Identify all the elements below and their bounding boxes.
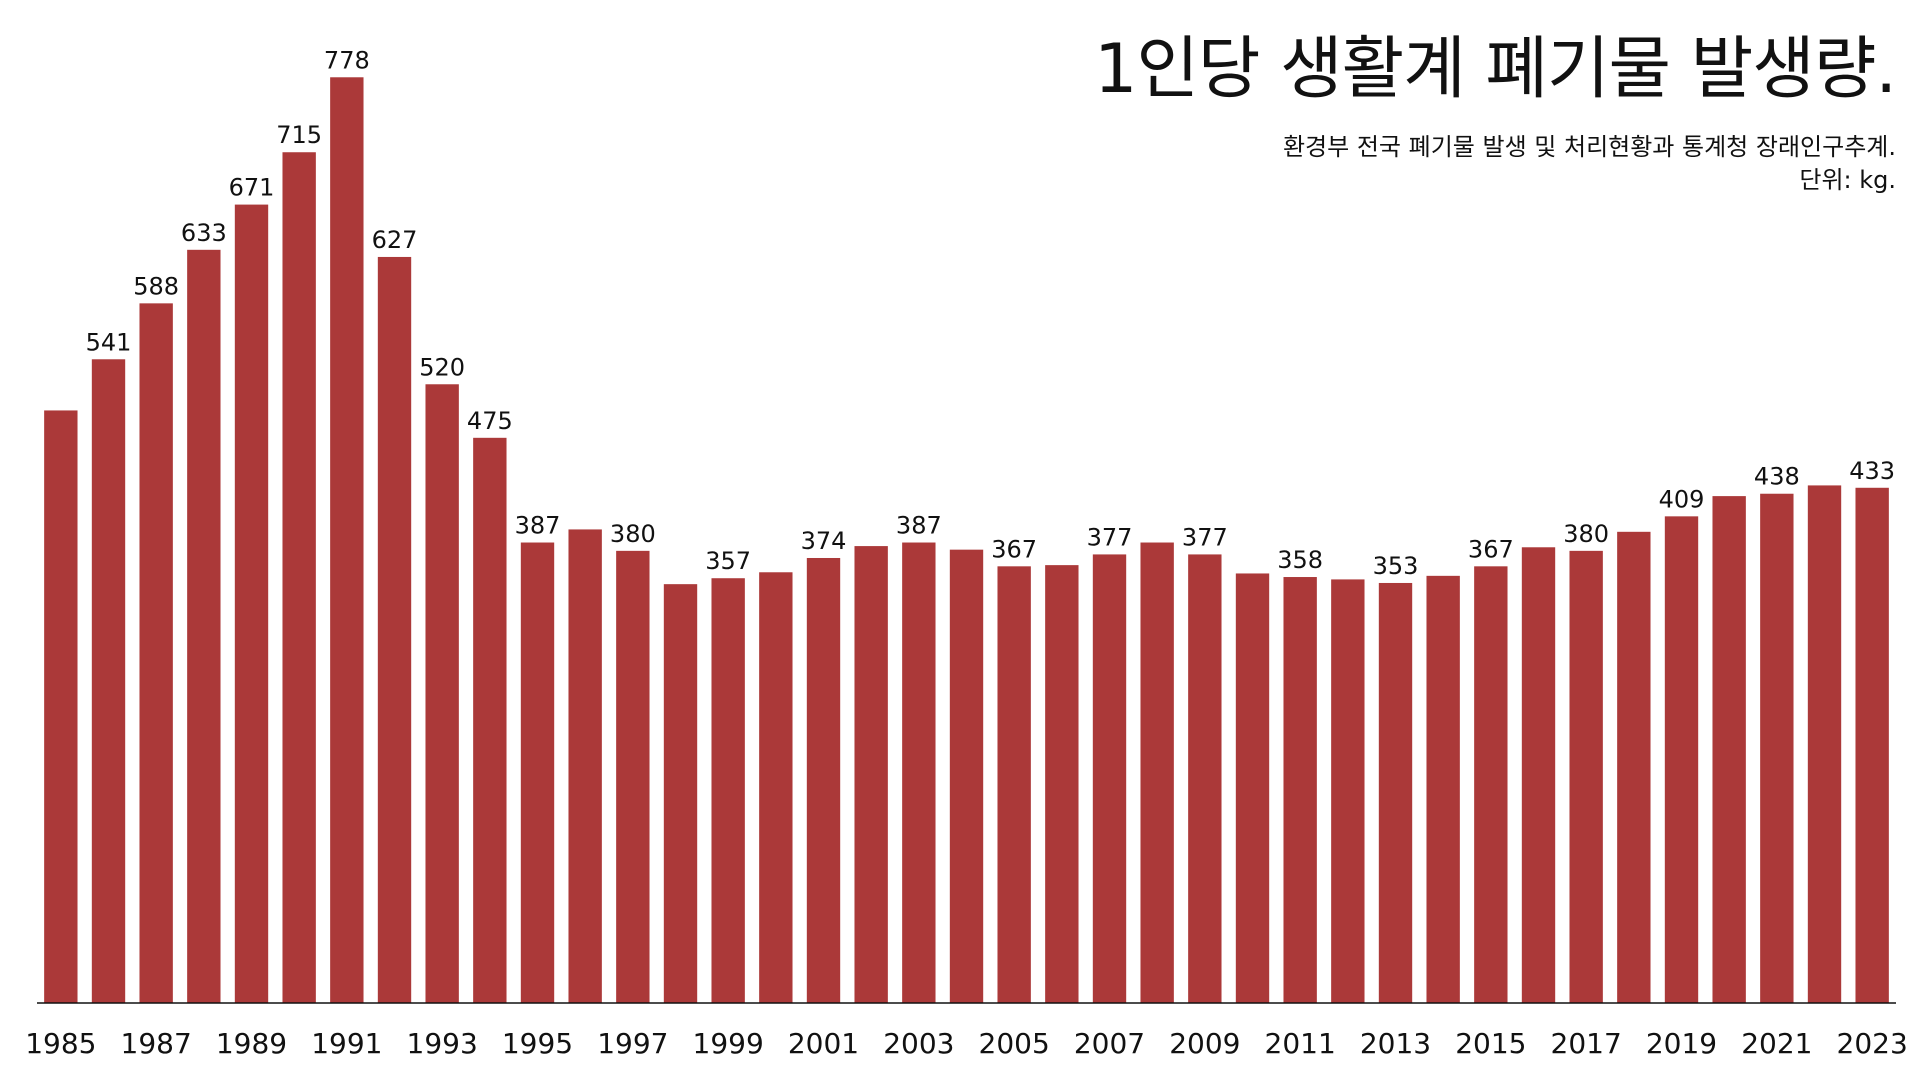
bar-value-label: 377: [1182, 523, 1228, 551]
x-tick-label: 2017: [1551, 1027, 1622, 1060]
bar-2003: [902, 542, 936, 1003]
bar-1999: [711, 578, 745, 1003]
bar-1989: [234, 204, 269, 1004]
bar-value-label: 387: [896, 512, 942, 540]
bar-value-label: 438: [1754, 463, 1800, 491]
bar-value-label: 778: [324, 46, 370, 74]
bar-1988: [187, 249, 221, 1003]
bar-value-label: 627: [372, 226, 418, 254]
x-tick-label: 2015: [1455, 1027, 1526, 1060]
bar-2000: [759, 572, 793, 1003]
x-tick-label: 2013: [1360, 1027, 1431, 1060]
bar-2004: [949, 549, 984, 1003]
bar-1985: [44, 410, 78, 1003]
bar-2001: [806, 557, 841, 1003]
x-tick-label: 1999: [693, 1027, 764, 1060]
bar-2013: [1378, 582, 1413, 1003]
bar-value-label: 367: [991, 535, 1037, 563]
x-tick-label: 2011: [1265, 1027, 1336, 1060]
bar-2018: [1617, 531, 1651, 1003]
bar-value-label: 353: [1373, 552, 1419, 580]
bar-value-label: 433: [1849, 457, 1895, 485]
bar-value-label: 380: [610, 520, 656, 548]
bar-value-label: 520: [419, 353, 465, 381]
x-tick-label: 2001: [788, 1027, 859, 1060]
bar-1991: [330, 77, 364, 1003]
x-tick-label: 1993: [407, 1027, 478, 1060]
bar-1987: [139, 303, 173, 1004]
x-tick-labels-group: 1985 1987 1989 1991 1993 1995 1997 1999 2001 2003…: [25, 1027, 1908, 1060]
bars-group: [44, 77, 1889, 1004]
x-tick-label: 2007: [1074, 1027, 1145, 1060]
bar-1994: [473, 437, 507, 1003]
bar-2015: [1474, 566, 1508, 1003]
bar-2023: [1855, 487, 1889, 1003]
x-tick-label: 2019: [1646, 1027, 1717, 1060]
bar-value-label: 715: [276, 121, 322, 149]
bar-2012: [1331, 579, 1365, 1003]
bar-2011: [1283, 577, 1317, 1003]
bar-2020: [1712, 496, 1746, 1003]
bar-2010: [1235, 573, 1270, 1003]
bar-2006: [1045, 565, 1079, 1003]
x-tick-label: 2021: [1741, 1027, 1812, 1060]
bar-2014: [1426, 575, 1460, 1003]
x-tick-label: 2023: [1837, 1027, 1908, 1060]
bar-2008: [1140, 542, 1174, 1003]
bar-2021: [1760, 493, 1794, 1003]
bar-value-label: 380: [1563, 520, 1609, 548]
bar-value-label: 671: [229, 174, 275, 202]
bar-2022: [1807, 485, 1842, 1003]
bar-value-label: 541: [86, 328, 132, 356]
bar-1992: [377, 256, 412, 1003]
bar-value-label: 367: [1468, 535, 1514, 563]
bar-1996: [568, 529, 602, 1003]
x-tick-label: 1987: [121, 1027, 192, 1060]
x-tick-label: 1991: [311, 1027, 382, 1060]
x-tick-label: 1985: [25, 1027, 96, 1060]
x-tick-label: 1995: [502, 1027, 573, 1060]
bar-1995: [520, 542, 555, 1003]
bar-1998: [663, 584, 698, 1003]
bar-value-label: 633: [181, 219, 227, 247]
x-tick-label: 1989: [216, 1027, 287, 1060]
bar-1997: [616, 550, 650, 1003]
bar-2017: [1569, 550, 1603, 1003]
bar-value-label: 377: [1087, 523, 1133, 551]
bar-1990: [282, 152, 316, 1004]
bar-value-label: 374: [801, 527, 847, 555]
bar-2009: [1188, 554, 1222, 1003]
bar-2019: [1664, 516, 1699, 1003]
bar-2007: [1092, 554, 1127, 1003]
bar-value-label: 357: [705, 547, 751, 575]
bar-value-label: 358: [1277, 546, 1323, 574]
x-tick-label: 1997: [597, 1027, 668, 1060]
bar-1986: [91, 359, 126, 1003]
bar-value-label: 475: [467, 407, 513, 435]
bar-2016: [1521, 547, 1556, 1003]
bar-1993: [425, 384, 459, 1003]
x-tick-label: 2005: [979, 1027, 1050, 1060]
x-tick-label: 2009: [1169, 1027, 1240, 1060]
bar-value-label: 409: [1659, 485, 1705, 513]
bar-2005: [997, 566, 1031, 1003]
x-tick-label: 2003: [883, 1027, 954, 1060]
bar-2002: [854, 546, 888, 1003]
bar-value-label: 387: [515, 512, 561, 540]
bar-value-label: 588: [133, 272, 179, 300]
